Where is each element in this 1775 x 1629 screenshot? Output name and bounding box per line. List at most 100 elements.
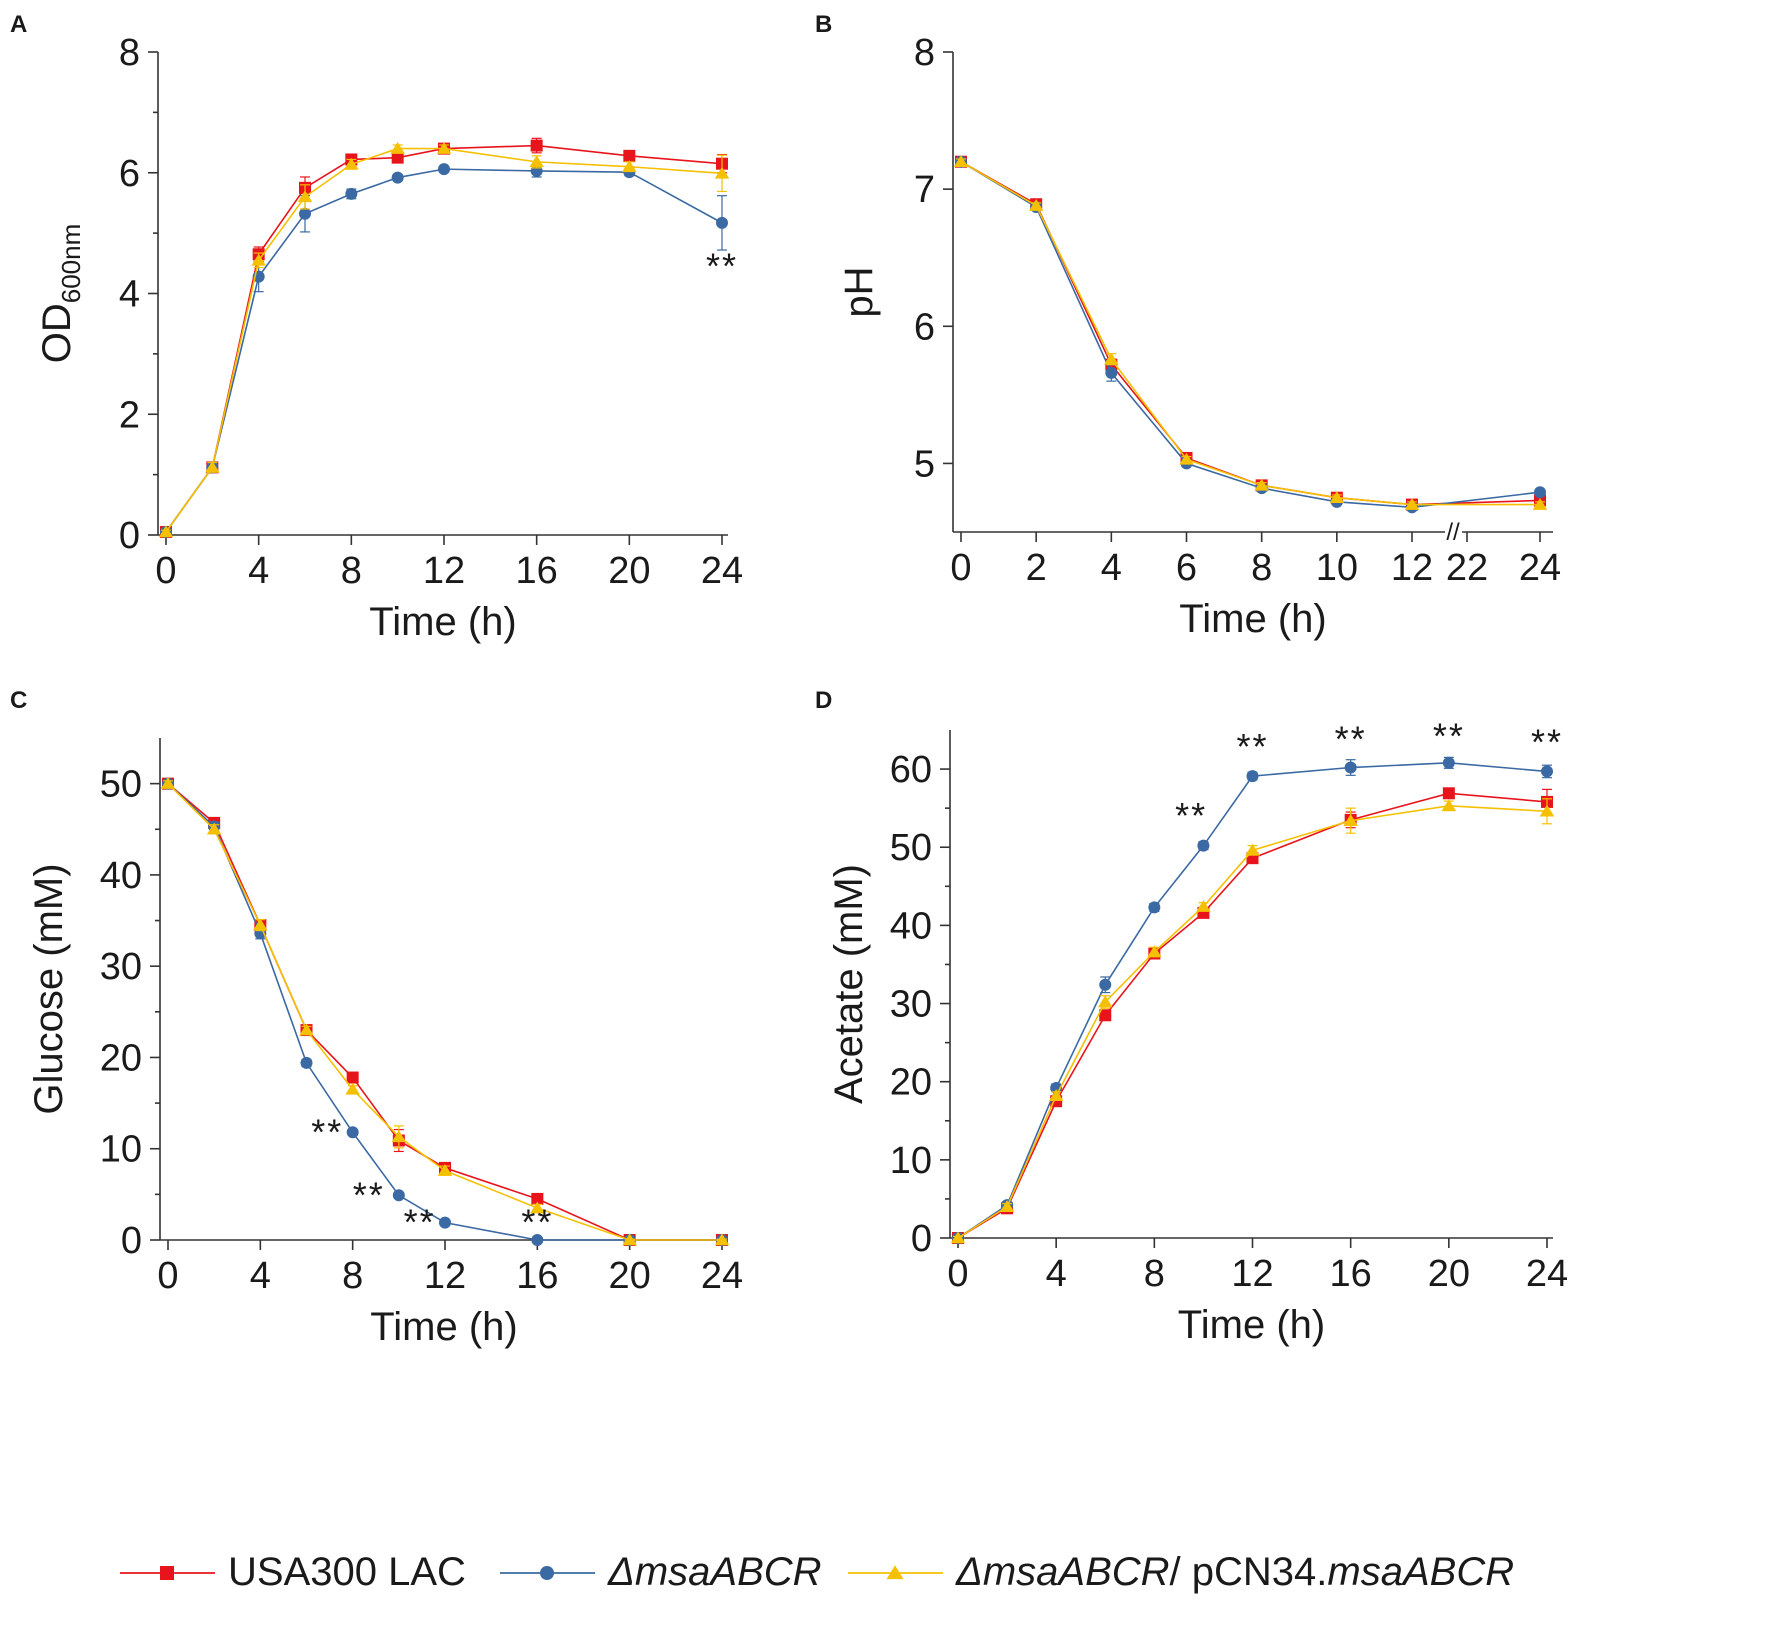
- y-axis-label-main: Acetate (mM): [827, 864, 871, 1104]
- data-point: [391, 1130, 407, 1143]
- data-point: [1541, 765, 1553, 778]
- x-axis-label: Time (h): [370, 1305, 517, 1349]
- y-tick-label: 50: [890, 827, 932, 869]
- y-tick-label: 7: [914, 169, 935, 211]
- legend-label-part: ΔmsaABCR: [607, 1550, 822, 1594]
- data-point: [622, 1233, 637, 1246]
- chart-panel-c: C 0 10 20 30 40 50 0 4 8 12 16 20 24 Time (h) Glucose (…: [10, 687, 743, 1349]
- y-tick-label: 40: [890, 905, 932, 947]
- series-line: [167, 783, 722, 1241]
- x-tick-label: 8: [342, 1255, 363, 1297]
- significance-stars: **: [1531, 722, 1563, 763]
- y-axis-label: pH: [837, 266, 881, 317]
- y-tick-label: 0: [121, 1220, 142, 1262]
- legend-item: ΔmsaABCR/ pCN34.msaABCR: [848, 1550, 1514, 1594]
- data-point: [392, 1189, 405, 1202]
- legend-label-part: / pCN34.: [1170, 1550, 1328, 1594]
- x-tick-label: 12: [1391, 547, 1433, 589]
- x-tick-label: 8: [341, 550, 362, 592]
- data-point: [1147, 945, 1162, 958]
- series-circle: [160, 163, 728, 538]
- y-tick-label: 8: [119, 32, 140, 74]
- data-point: [530, 1201, 545, 1214]
- x-tick-label: 2: [1026, 547, 1047, 589]
- data-point: [1179, 452, 1194, 465]
- x-axis-label: Time (h): [1179, 597, 1326, 641]
- y-axis-label: Acetate (mM): [827, 864, 871, 1104]
- x-axis-label: Time (h): [1178, 1303, 1325, 1347]
- legend-label: ΔmsaABCR: [607, 1550, 822, 1594]
- data-point: [346, 1126, 359, 1139]
- data-point: [391, 151, 404, 164]
- legend-label-part: msaABCR: [1327, 1550, 1514, 1594]
- data-point: [346, 1071, 359, 1084]
- data-point: [299, 207, 311, 220]
- y-axis-label-sub: 600nm: [56, 224, 86, 304]
- series-triangle: [950, 798, 1555, 1244]
- data-point: [1099, 978, 1112, 991]
- y-axis-label: Glucose (mM): [27, 863, 71, 1114]
- significance-stars: **: [521, 1202, 553, 1243]
- data-point: [1344, 761, 1357, 774]
- series-line: [167, 783, 722, 1241]
- data-point: [1329, 491, 1345, 503]
- series-line: [165, 144, 723, 533]
- legend-item: ΔmsaABCR: [500, 1550, 822, 1594]
- y-tick-label: 0: [119, 515, 140, 557]
- data-point: [1404, 497, 1420, 510]
- y-tick-label: 2: [119, 394, 140, 436]
- y-tick-label: 60: [890, 749, 932, 791]
- data-point: [158, 525, 174, 538]
- series-line: [960, 161, 1541, 506]
- x-tick-label: 20: [609, 1255, 651, 1297]
- legend-marker-triangle: [886, 1565, 904, 1580]
- series-line: [957, 762, 1548, 1239]
- data-point: [622, 160, 637, 172]
- x-tick-label: 10: [1316, 547, 1358, 589]
- data-point: [253, 918, 268, 931]
- series-line: [165, 168, 723, 533]
- data-point: [714, 1233, 730, 1246]
- data-point: [344, 157, 359, 170]
- data-point: [1048, 1089, 1064, 1102]
- data-point: [439, 1216, 451, 1229]
- data-point: [714, 166, 730, 179]
- series-square: [160, 137, 728, 538]
- data-point: [345, 1082, 360, 1095]
- significance-stars: **: [1236, 726, 1268, 767]
- significance-stars: **: [1175, 795, 1207, 836]
- x-tick-label: 6: [1176, 547, 1197, 589]
- data-point: [391, 171, 404, 184]
- data-point: [999, 1200, 1015, 1213]
- data-point: [1104, 352, 1119, 365]
- x-tick-label: 4: [248, 550, 269, 592]
- y-tick-label: 8: [914, 32, 935, 74]
- x-tick-label: 24: [1526, 1253, 1568, 1295]
- panel-letter: D: [815, 687, 832, 714]
- y-tick-label: 10: [100, 1129, 142, 1171]
- data-point: [1097, 995, 1113, 1008]
- y-tick-label: 10: [890, 1140, 932, 1182]
- x-tick-label: 4: [1046, 1253, 1067, 1295]
- data-point: [251, 253, 266, 266]
- series-circle: [952, 756, 1553, 1244]
- x-tick-label: 20: [1428, 1253, 1470, 1295]
- x-tick-label: 0: [950, 547, 971, 589]
- legend-label-part: USA300 LAC: [228, 1550, 466, 1594]
- series-line: [960, 161, 1540, 506]
- legend-marker-circle: [540, 1566, 554, 1580]
- y-tick-label: 4: [119, 274, 140, 316]
- x-tick-label: 20: [608, 550, 650, 592]
- x-tick-label: 0: [947, 1253, 968, 1295]
- y-tick-label: 50: [100, 764, 142, 806]
- y-axis-label-main: OD: [35, 303, 79, 363]
- x-axis-label: Time (h): [369, 600, 516, 644]
- series-triangle: [160, 777, 730, 1246]
- data-point: [436, 142, 452, 154]
- x-tick-label: 16: [516, 550, 558, 592]
- x-tick-label: 24: [1519, 547, 1561, 589]
- series-line: [957, 792, 1548, 1239]
- data-point: [1099, 1009, 1112, 1022]
- data-point: [1441, 799, 1457, 812]
- legend-marker-square: [160, 1566, 174, 1580]
